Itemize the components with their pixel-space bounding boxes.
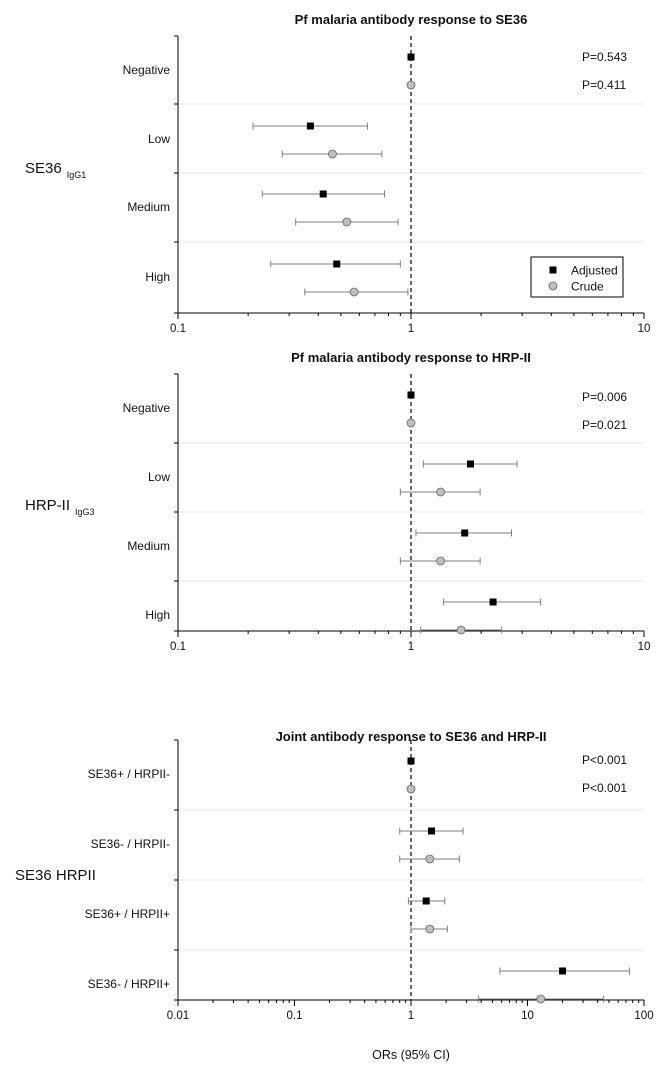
x-tick-label: 0.1 xyxy=(170,641,186,653)
p-value-label: P=0.411 xyxy=(582,78,626,92)
crude-point xyxy=(406,80,416,90)
category-label: Medium xyxy=(127,539,170,553)
x-tick-label: 10 xyxy=(638,641,651,653)
x-tick-label: 1 xyxy=(408,641,414,653)
adjusted-point xyxy=(407,53,415,61)
category-label: Medium xyxy=(127,200,170,214)
crude-point xyxy=(425,924,435,934)
adjusted-point xyxy=(466,460,474,468)
category-label: Low xyxy=(148,470,170,484)
chart-title: Pf malaria antibody response to SE36 xyxy=(295,12,528,27)
group-label-subscript: IgG1 xyxy=(67,170,87,180)
category-label: SE36+ / HRPII+ xyxy=(85,907,170,921)
adjusted-point xyxy=(489,598,497,606)
adjusted-point xyxy=(461,529,469,537)
x-tick-label: 10 xyxy=(521,1010,534,1022)
forest-panel-1: Pf malaria antibody response to SE36 0.1 1… xyxy=(25,12,650,335)
crude-point xyxy=(406,784,416,794)
crude-point xyxy=(425,854,435,864)
crude-point xyxy=(436,556,446,566)
adjusted-point xyxy=(407,391,415,399)
category-label: SE36+ / HRPII- xyxy=(88,767,170,781)
p-value-label: P=0.006 xyxy=(582,390,627,404)
crude-point xyxy=(436,487,446,497)
p-value-label: P=0.543 xyxy=(582,50,627,64)
x-tick-label: 10 xyxy=(638,323,651,335)
legend: Adjusted Crude xyxy=(530,256,624,298)
adjusted-point xyxy=(319,190,327,198)
x-tick-label: 0.1 xyxy=(287,1010,303,1022)
group-label: SE36 HRPII xyxy=(15,867,96,884)
adjusted-point xyxy=(422,897,430,905)
legend-adjusted-marker xyxy=(549,266,557,274)
adjusted-point xyxy=(407,757,415,765)
chart-title: Joint antibody response to SE36 and HRP-… xyxy=(276,729,547,744)
group-label-subscript: IgG3 xyxy=(75,507,95,517)
category-label: SE36- / HRPII- xyxy=(91,837,170,851)
category-label: High xyxy=(145,270,170,284)
x-tick-label: 100 xyxy=(634,1010,653,1022)
category-label: High xyxy=(145,608,170,622)
crude-point xyxy=(328,149,337,159)
group-label: HRP-II IgG3 xyxy=(25,497,95,517)
legend-box xyxy=(530,256,624,298)
x-tick-label: 0.01 xyxy=(167,1010,189,1022)
x-tick-label: 1 xyxy=(408,1010,414,1022)
forest-panel-3: Joint antibody response to SE36 and HRP-… xyxy=(15,729,654,1062)
crude-point xyxy=(406,418,416,428)
x-tick-label: 1 xyxy=(408,323,414,335)
adjusted-point xyxy=(306,122,314,130)
legend-adjusted-label: Adjusted xyxy=(571,264,618,278)
chart-title: Pf malaria antibody response to HRP-II xyxy=(291,350,531,365)
x-tick-label: 0.1 xyxy=(170,323,186,335)
x-axis-label: ORs (95% CI) xyxy=(372,1048,450,1062)
adjusted-point xyxy=(333,260,341,268)
category-label: Negative xyxy=(123,401,171,415)
category-label: Low xyxy=(148,132,170,146)
crude-point xyxy=(342,217,352,227)
adjusted-point xyxy=(428,827,436,835)
adjusted-point xyxy=(559,967,567,975)
crude-point xyxy=(456,625,466,635)
legend-crude-label: Crude xyxy=(571,280,604,294)
forest-panel-2: Pf malaria antibody response to HRP-II 0.… xyxy=(25,350,650,653)
crude-point xyxy=(536,994,546,1004)
p-value-label: P=0.021 xyxy=(582,418,627,432)
category-label: Negative xyxy=(123,63,171,77)
p-value-label: P<0.001 xyxy=(582,753,627,767)
category-label: SE36- / HRPII+ xyxy=(88,977,170,991)
p-value-label: P<0.001 xyxy=(582,781,627,795)
legend-crude-marker xyxy=(548,281,558,291)
group-label: SE36 IgG1 xyxy=(25,160,86,180)
crude-point xyxy=(349,287,359,297)
